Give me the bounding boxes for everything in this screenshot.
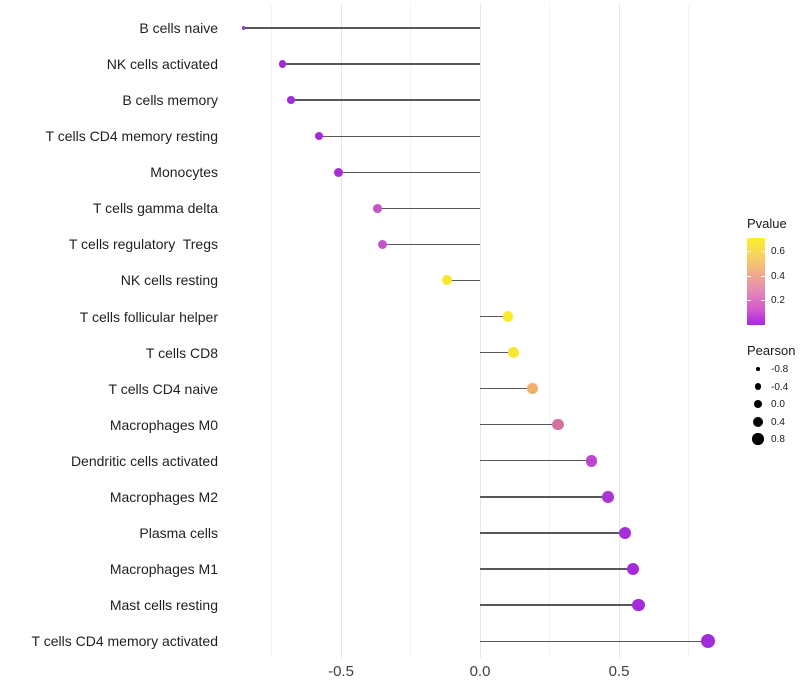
category-label: Macrophages M1 — [109, 561, 218, 578]
data-point — [700, 633, 716, 649]
data-point — [527, 383, 539, 395]
data-point — [626, 562, 640, 576]
minor-gridline — [410, 4, 411, 658]
minor-gridline — [271, 4, 272, 658]
category-label: Macrophages M0 — [109, 416, 218, 433]
x-tick-label: -0.5 — [328, 663, 354, 680]
data-point — [278, 60, 287, 68]
category-label: T cells follicular helper — [79, 308, 218, 325]
stem — [480, 351, 514, 354]
pearson-size-label: -0.8 — [771, 364, 789, 375]
colorbar-tick-mark — [761, 300, 765, 302]
pvalue-tick-label: 0.4 — [771, 270, 785, 282]
stem — [382, 243, 480, 246]
minor-gridline — [688, 4, 689, 658]
category-label: T cells CD4 naive — [108, 380, 218, 397]
pearson-size-label: 0.0 — [771, 399, 785, 410]
stem — [480, 388, 533, 390]
colorbar-tick-mark — [747, 300, 751, 302]
category-label: B cells naive — [139, 20, 218, 36]
pearson-size-label: -0.4 — [771, 381, 789, 393]
category-label: T cells CD4 memory activated — [31, 633, 218, 650]
category-label: B cells memory — [122, 92, 218, 109]
data-point — [314, 132, 323, 141]
stem — [480, 496, 608, 498]
pearson-legend-title: Pearson — [747, 343, 796, 358]
stem — [480, 604, 639, 606]
data-point — [287, 96, 295, 105]
stem — [318, 135, 480, 137]
category-label: NK cells resting — [120, 272, 218, 289]
pvalue-colorbar — [747, 238, 765, 325]
stem — [480, 568, 633, 570]
pvalue-tick-label: 0.2 — [771, 295, 785, 307]
stem — [480, 640, 708, 642]
pvalue-legend-title: Pvalue — [747, 216, 787, 231]
category-label: Dendritic cells activated — [70, 452, 218, 469]
colorbar-tick-mark — [747, 251, 751, 253]
major-gridline — [340, 4, 342, 658]
stem — [282, 63, 480, 65]
data-point — [618, 526, 631, 539]
colorbar-tick-mark — [761, 275, 765, 277]
minor-gridline — [549, 4, 550, 658]
stem — [480, 532, 625, 534]
category-label: T cells regulatory Tregs — [68, 236, 218, 253]
major-gridline — [618, 4, 620, 658]
stem — [290, 99, 480, 101]
category-label: Macrophages M2 — [109, 488, 218, 505]
stem — [480, 315, 508, 318]
pearson-size-label: 0.8 — [771, 434, 785, 445]
data-point — [333, 167, 343, 177]
pearson-size-dot — [752, 433, 764, 445]
data-point — [585, 455, 597, 467]
category-label: T cells gamma delta — [92, 200, 218, 217]
pearson-size-dot — [756, 367, 760, 371]
data-point — [508, 347, 519, 358]
category-label: Monocytes — [150, 164, 218, 181]
stem — [338, 171, 480, 173]
stem — [243, 27, 480, 29]
pearson-size-dot — [753, 399, 763, 409]
data-point — [502, 311, 514, 322]
category-label: NK cells activated — [106, 56, 218, 73]
x-tick-label: 0.5 — [608, 663, 630, 680]
data-point — [241, 26, 246, 30]
data-point — [602, 491, 614, 503]
data-point — [441, 275, 452, 286]
pearson-size-label: 0.4 — [771, 416, 785, 428]
stem — [480, 460, 592, 462]
major-gridline — [479, 4, 481, 658]
stem — [377, 207, 480, 209]
pearson-size-dot — [754, 383, 762, 390]
category-label: T cells CD8 — [145, 344, 218, 361]
pearson-size-dot — [753, 416, 763, 427]
category-label: T cells CD4 memory resting — [45, 128, 218, 145]
data-point — [632, 598, 645, 612]
colorbar-tick-mark — [761, 251, 765, 253]
stem — [480, 424, 558, 426]
colorbar-tick-mark — [747, 275, 751, 277]
stem — [446, 279, 480, 282]
data-point — [378, 239, 388, 249]
data-point — [372, 203, 382, 213]
pvalue-tick-label: 0.6 — [771, 246, 785, 258]
category-label: Plasma cells — [139, 524, 218, 541]
data-point — [552, 419, 564, 431]
category-label: Mast cells resting — [109, 597, 218, 614]
x-tick-label: 0.0 — [469, 663, 491, 680]
